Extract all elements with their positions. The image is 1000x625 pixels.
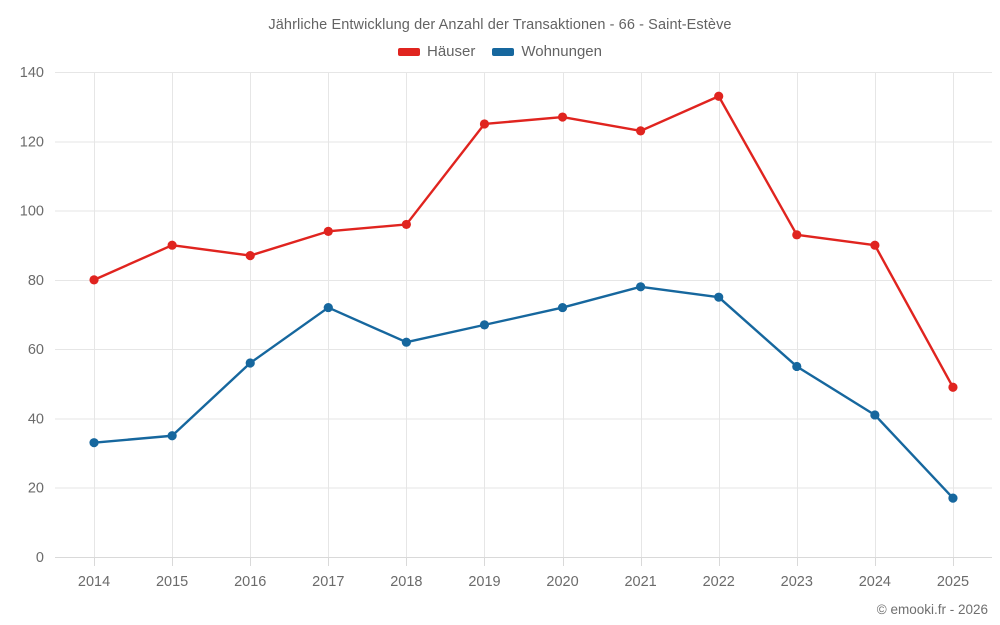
data-point-marker[interactable] bbox=[89, 275, 99, 285]
x-axis-tick-label: 2020 bbox=[546, 574, 578, 590]
legend-swatch-hauser bbox=[398, 47, 420, 56]
legend-swatch-wohnungen bbox=[492, 47, 515, 56]
x-axis-tick-label: 2017 bbox=[312, 574, 344, 590]
y-axis-tick-label: 140 bbox=[20, 65, 44, 81]
data-point-marker[interactable] bbox=[479, 320, 490, 330]
series-line-wohnungen bbox=[92, 285, 955, 500]
x-axis-tick-label: 2018 bbox=[390, 574, 422, 590]
x-axis-tick-label: 2015 bbox=[156, 574, 188, 590]
data-point-marker[interactable] bbox=[870, 410, 880, 420]
x-axis-tick-label: 2022 bbox=[703, 574, 735, 590]
y-axis-tick-label: 0 bbox=[36, 550, 44, 566]
data-point-marker[interactable] bbox=[870, 240, 880, 250]
data-point-marker[interactable] bbox=[245, 251, 255, 261]
y-axis-tick-label: 100 bbox=[20, 204, 44, 220]
data-point-marker[interactable] bbox=[323, 226, 333, 236]
series-line-hauser bbox=[92, 95, 955, 389]
legend-item-wohnungen[interactable]: Wohnungen bbox=[492, 43, 602, 60]
x-axis-labels: 2014 2015 2016 2017 2018 2019 2020 2021 2022 2023… bbox=[78, 574, 969, 590]
x-axis-tick-label: 2025 bbox=[937, 574, 969, 590]
data-point-marker[interactable] bbox=[323, 302, 333, 313]
x-axis-tick-label: 2019 bbox=[468, 574, 500, 590]
data-point-marker[interactable] bbox=[948, 493, 958, 503]
data-point-marker[interactable] bbox=[245, 358, 255, 368]
data-point-marker[interactable] bbox=[89, 438, 99, 448]
y-axis-tick-label: 60 bbox=[28, 342, 44, 358]
data-point-marker[interactable] bbox=[557, 302, 568, 313]
y-axis-tick-label: 80 bbox=[28, 273, 44, 289]
x-axis-tick-label: 2023 bbox=[781, 574, 813, 590]
legend-item-hauser[interactable]: Häuser bbox=[398, 43, 475, 60]
y-axis-tick-label: 120 bbox=[20, 134, 44, 150]
data-point-marker[interactable] bbox=[401, 219, 411, 230]
data-point-marker[interactable] bbox=[636, 282, 646, 292]
x-axis-tick-label: 2016 bbox=[234, 574, 266, 590]
data-point-marker[interactable] bbox=[167, 240, 177, 250]
legend-label-hauser: Häuser bbox=[427, 43, 476, 60]
chart-legend: Häuser Wohnungen bbox=[0, 43, 1000, 60]
legend-label-wohnungen: Wohnungen bbox=[521, 43, 602, 60]
data-point-marker[interactable] bbox=[714, 292, 724, 302]
gridlines bbox=[55, 72, 992, 566]
data-point-marker[interactable] bbox=[557, 112, 568, 122]
chart-footer-credit: © emooki.fr - 2026 bbox=[876, 602, 988, 617]
data-point-marker[interactable] bbox=[636, 126, 646, 136]
y-axis-tick-label: 20 bbox=[28, 481, 44, 497]
data-point-marker[interactable] bbox=[948, 382, 958, 392]
series-markers bbox=[89, 91, 958, 503]
data-point-marker[interactable] bbox=[479, 119, 490, 129]
y-axis-labels: 0 20 40 60 80 100 120 140 bbox=[20, 65, 44, 566]
data-point-marker[interactable] bbox=[714, 91, 724, 101]
x-axis-tick-label: 2021 bbox=[624, 574, 656, 590]
data-point-marker[interactable] bbox=[792, 361, 802, 372]
x-axis-tick-label: 2014 bbox=[78, 574, 110, 590]
data-point-marker[interactable] bbox=[792, 230, 802, 240]
x-axis-tick-label: 2024 bbox=[859, 574, 891, 590]
data-point-marker[interactable] bbox=[167, 431, 177, 441]
data-point-marker[interactable] bbox=[401, 337, 411, 347]
chart-title: Jährliche Entwicklung der Anzahl der Tra… bbox=[268, 17, 732, 33]
series-lines bbox=[92, 95, 955, 500]
y-axis-tick-label: 40 bbox=[28, 411, 44, 427]
